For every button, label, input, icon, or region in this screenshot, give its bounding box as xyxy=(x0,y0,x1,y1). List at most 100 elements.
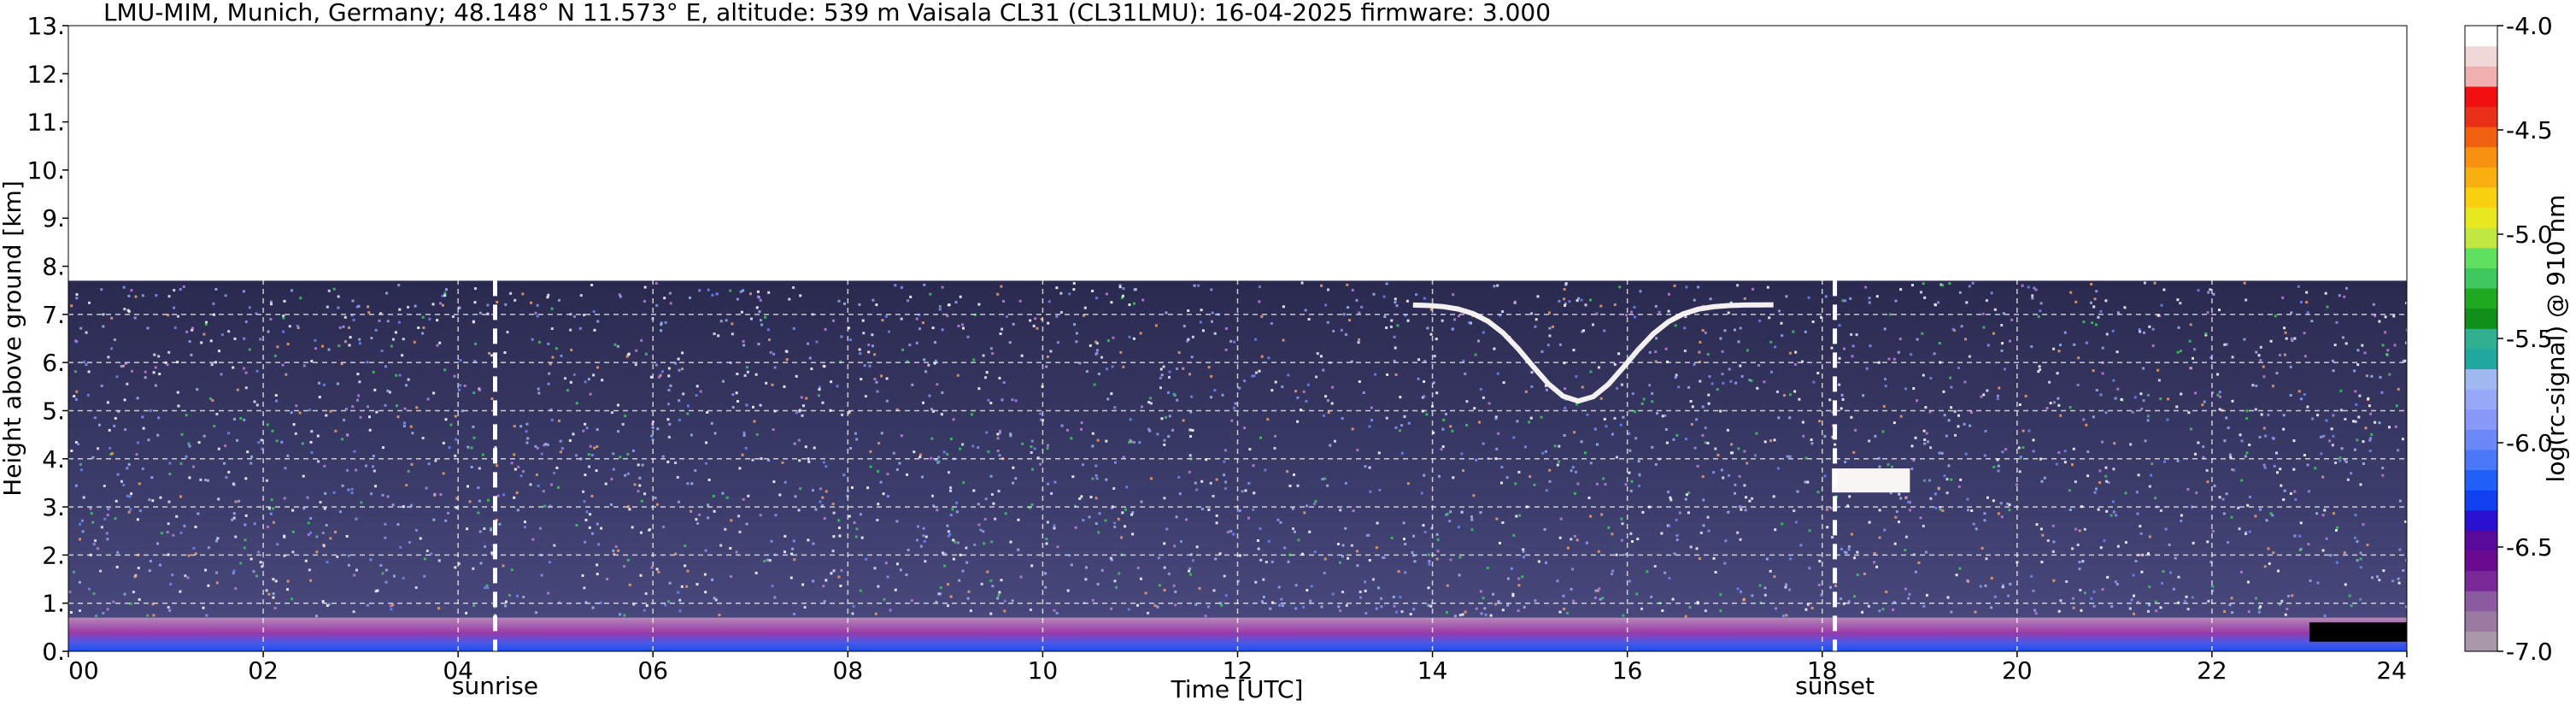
speckle-dot xyxy=(1699,340,1702,344)
speckle-dot xyxy=(1529,416,1533,420)
speckle-dot xyxy=(2293,534,2297,538)
speckle-dot xyxy=(1495,447,1499,450)
speckle-dot xyxy=(372,455,375,457)
speckle-dot xyxy=(991,585,995,588)
speckle-dot xyxy=(1478,421,1481,424)
speckle-dot xyxy=(1925,432,1928,435)
speckle-dot xyxy=(1030,564,1034,568)
speckle-dot xyxy=(1985,299,1988,303)
speckle-dot xyxy=(695,518,698,521)
speckle-dot xyxy=(818,385,821,389)
speckle-dot xyxy=(1908,592,1911,596)
speckle-dot xyxy=(706,411,709,414)
speckle-dot xyxy=(912,450,916,454)
speckle-dot xyxy=(590,495,594,497)
speckle-dot xyxy=(407,469,410,473)
speckle-dot xyxy=(1218,552,1222,556)
speckle-dot xyxy=(1306,589,1309,591)
speckle-dot xyxy=(1631,392,1634,396)
speckle-dot xyxy=(799,487,802,491)
speckle-dot xyxy=(425,550,429,552)
speckle-dot xyxy=(1149,397,1153,400)
speckle-dot xyxy=(167,295,171,298)
speckle-dot xyxy=(127,309,131,313)
speckle-dot xyxy=(321,344,324,348)
speckle-dot xyxy=(2187,411,2191,415)
speckle-dot xyxy=(2397,449,2400,452)
speckle-dot xyxy=(1558,444,1561,448)
speckle-dot xyxy=(1517,470,1521,474)
speckle-dot xyxy=(1545,561,1547,564)
speckle-dot xyxy=(860,536,864,539)
speckle-dot xyxy=(801,414,804,417)
speckle-dot xyxy=(1113,580,1117,583)
speckle-dot xyxy=(1769,340,1773,344)
speckle-dot xyxy=(689,296,691,299)
speckle-dot xyxy=(638,476,642,479)
speckle-dot xyxy=(1986,344,1990,347)
speckle-dot xyxy=(1105,292,1108,296)
speckle-dot xyxy=(848,327,850,330)
speckle-dot xyxy=(391,603,395,607)
speckle-dot xyxy=(783,534,787,538)
speckle-dot xyxy=(1613,362,1617,366)
speckle-dot xyxy=(1432,381,1435,385)
speckle-dot xyxy=(510,462,513,465)
speckle-dot xyxy=(1341,417,1344,420)
speckle-dot xyxy=(329,409,332,413)
speckle-dot xyxy=(959,447,962,450)
speckle-dot xyxy=(792,539,795,543)
speckle-dot xyxy=(1045,365,1048,368)
speckle-dot xyxy=(1355,298,1358,302)
speckle-dot xyxy=(2243,338,2246,341)
speckle-dot xyxy=(1095,477,1099,480)
speckle-dot xyxy=(1489,614,1493,617)
speckle-dot xyxy=(584,422,587,426)
speckle-dot xyxy=(1176,398,1179,402)
speckle-dot xyxy=(436,344,439,347)
speckle-dot xyxy=(623,614,626,617)
speckle-dot xyxy=(759,298,762,302)
speckle-dot xyxy=(1589,298,1592,302)
speckle-dot xyxy=(2382,569,2385,573)
speckle-dot xyxy=(1337,543,1340,545)
speckle-dot xyxy=(1095,297,1098,300)
speckle-dot xyxy=(244,386,248,390)
speckle-dot xyxy=(2316,414,2320,417)
speckle-dot xyxy=(2106,575,2110,579)
speckle-dot xyxy=(1719,593,1722,597)
speckle-dot xyxy=(327,348,331,351)
speckle-dot xyxy=(1577,297,1580,300)
speckle-dot xyxy=(1187,309,1190,312)
speckle-dot xyxy=(1654,360,1658,363)
speckle-dot xyxy=(2085,423,2088,427)
speckle-dot xyxy=(1916,399,1918,403)
speckle-dot xyxy=(1030,503,1034,506)
speckle-dot xyxy=(443,291,447,295)
speckle-dot xyxy=(2159,606,2162,609)
speckle-dot xyxy=(1592,323,1594,327)
speckle-dot xyxy=(367,305,370,309)
speckle-dot xyxy=(1729,301,1733,304)
speckle-dot xyxy=(2359,551,2362,555)
speckle-dot xyxy=(1088,515,1091,519)
speckle-dot xyxy=(2008,509,2011,512)
speckle-dot xyxy=(1674,376,1677,379)
speckle-dot xyxy=(1131,532,1135,536)
speckle-dot xyxy=(213,425,216,428)
speckle-dot xyxy=(1331,592,1335,596)
speckle-dot xyxy=(575,402,578,405)
speckle-dot xyxy=(548,372,551,375)
speckle-dot xyxy=(327,289,331,292)
speckle-dot xyxy=(1648,384,1652,387)
speckle-dot xyxy=(227,432,231,435)
speckle-dot xyxy=(513,425,516,428)
speckle-dot xyxy=(516,509,519,512)
speckle-dot xyxy=(2280,599,2284,603)
speckle-dot xyxy=(82,496,85,499)
speckle-dot xyxy=(2290,337,2293,340)
speckle-dot xyxy=(1359,596,1363,599)
speckle-dot xyxy=(1482,597,1485,600)
speckle-dot xyxy=(144,376,147,379)
speckle-dot xyxy=(274,394,278,397)
